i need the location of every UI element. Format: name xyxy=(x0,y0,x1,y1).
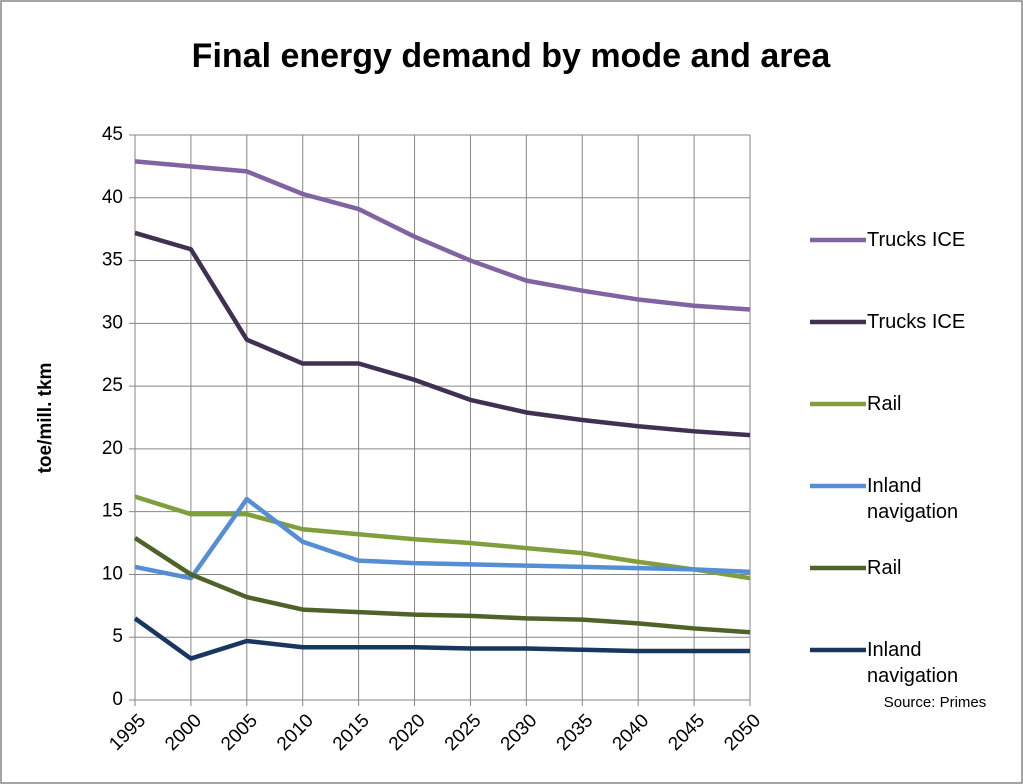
series-line xyxy=(133,616,750,661)
y-axis-label: toe/mill. tkm xyxy=(35,363,56,474)
y-tick-label: 30 xyxy=(102,312,123,333)
legend-label: Inland navigation xyxy=(867,639,959,687)
series-line xyxy=(134,159,751,312)
y-tick-label: 40 xyxy=(102,187,123,208)
y-tick-label: 35 xyxy=(102,250,123,271)
y-tick-label: 45 xyxy=(102,124,123,145)
y-tick-label: 25 xyxy=(102,375,123,396)
legend-label: Inland navigation xyxy=(867,475,959,523)
y-tick-label: 20 xyxy=(102,438,123,459)
legend-label: Trucks ICE xyxy=(867,311,966,333)
series-line xyxy=(134,230,751,438)
legend-label: Rail xyxy=(867,557,902,579)
series-line xyxy=(133,536,751,635)
y-tick-label: 10 xyxy=(102,563,123,584)
legend-label: Trucks ICE xyxy=(867,229,966,251)
legend-label: Rail xyxy=(867,393,902,415)
series-line xyxy=(134,496,751,581)
chart-title: Final energy demand by mode and area xyxy=(192,37,832,75)
y-tick-label: 5 xyxy=(112,626,123,647)
y-tick-label: 15 xyxy=(102,501,123,522)
source: Source: Primes xyxy=(884,694,987,711)
y-tick-label: 0 xyxy=(112,689,123,710)
